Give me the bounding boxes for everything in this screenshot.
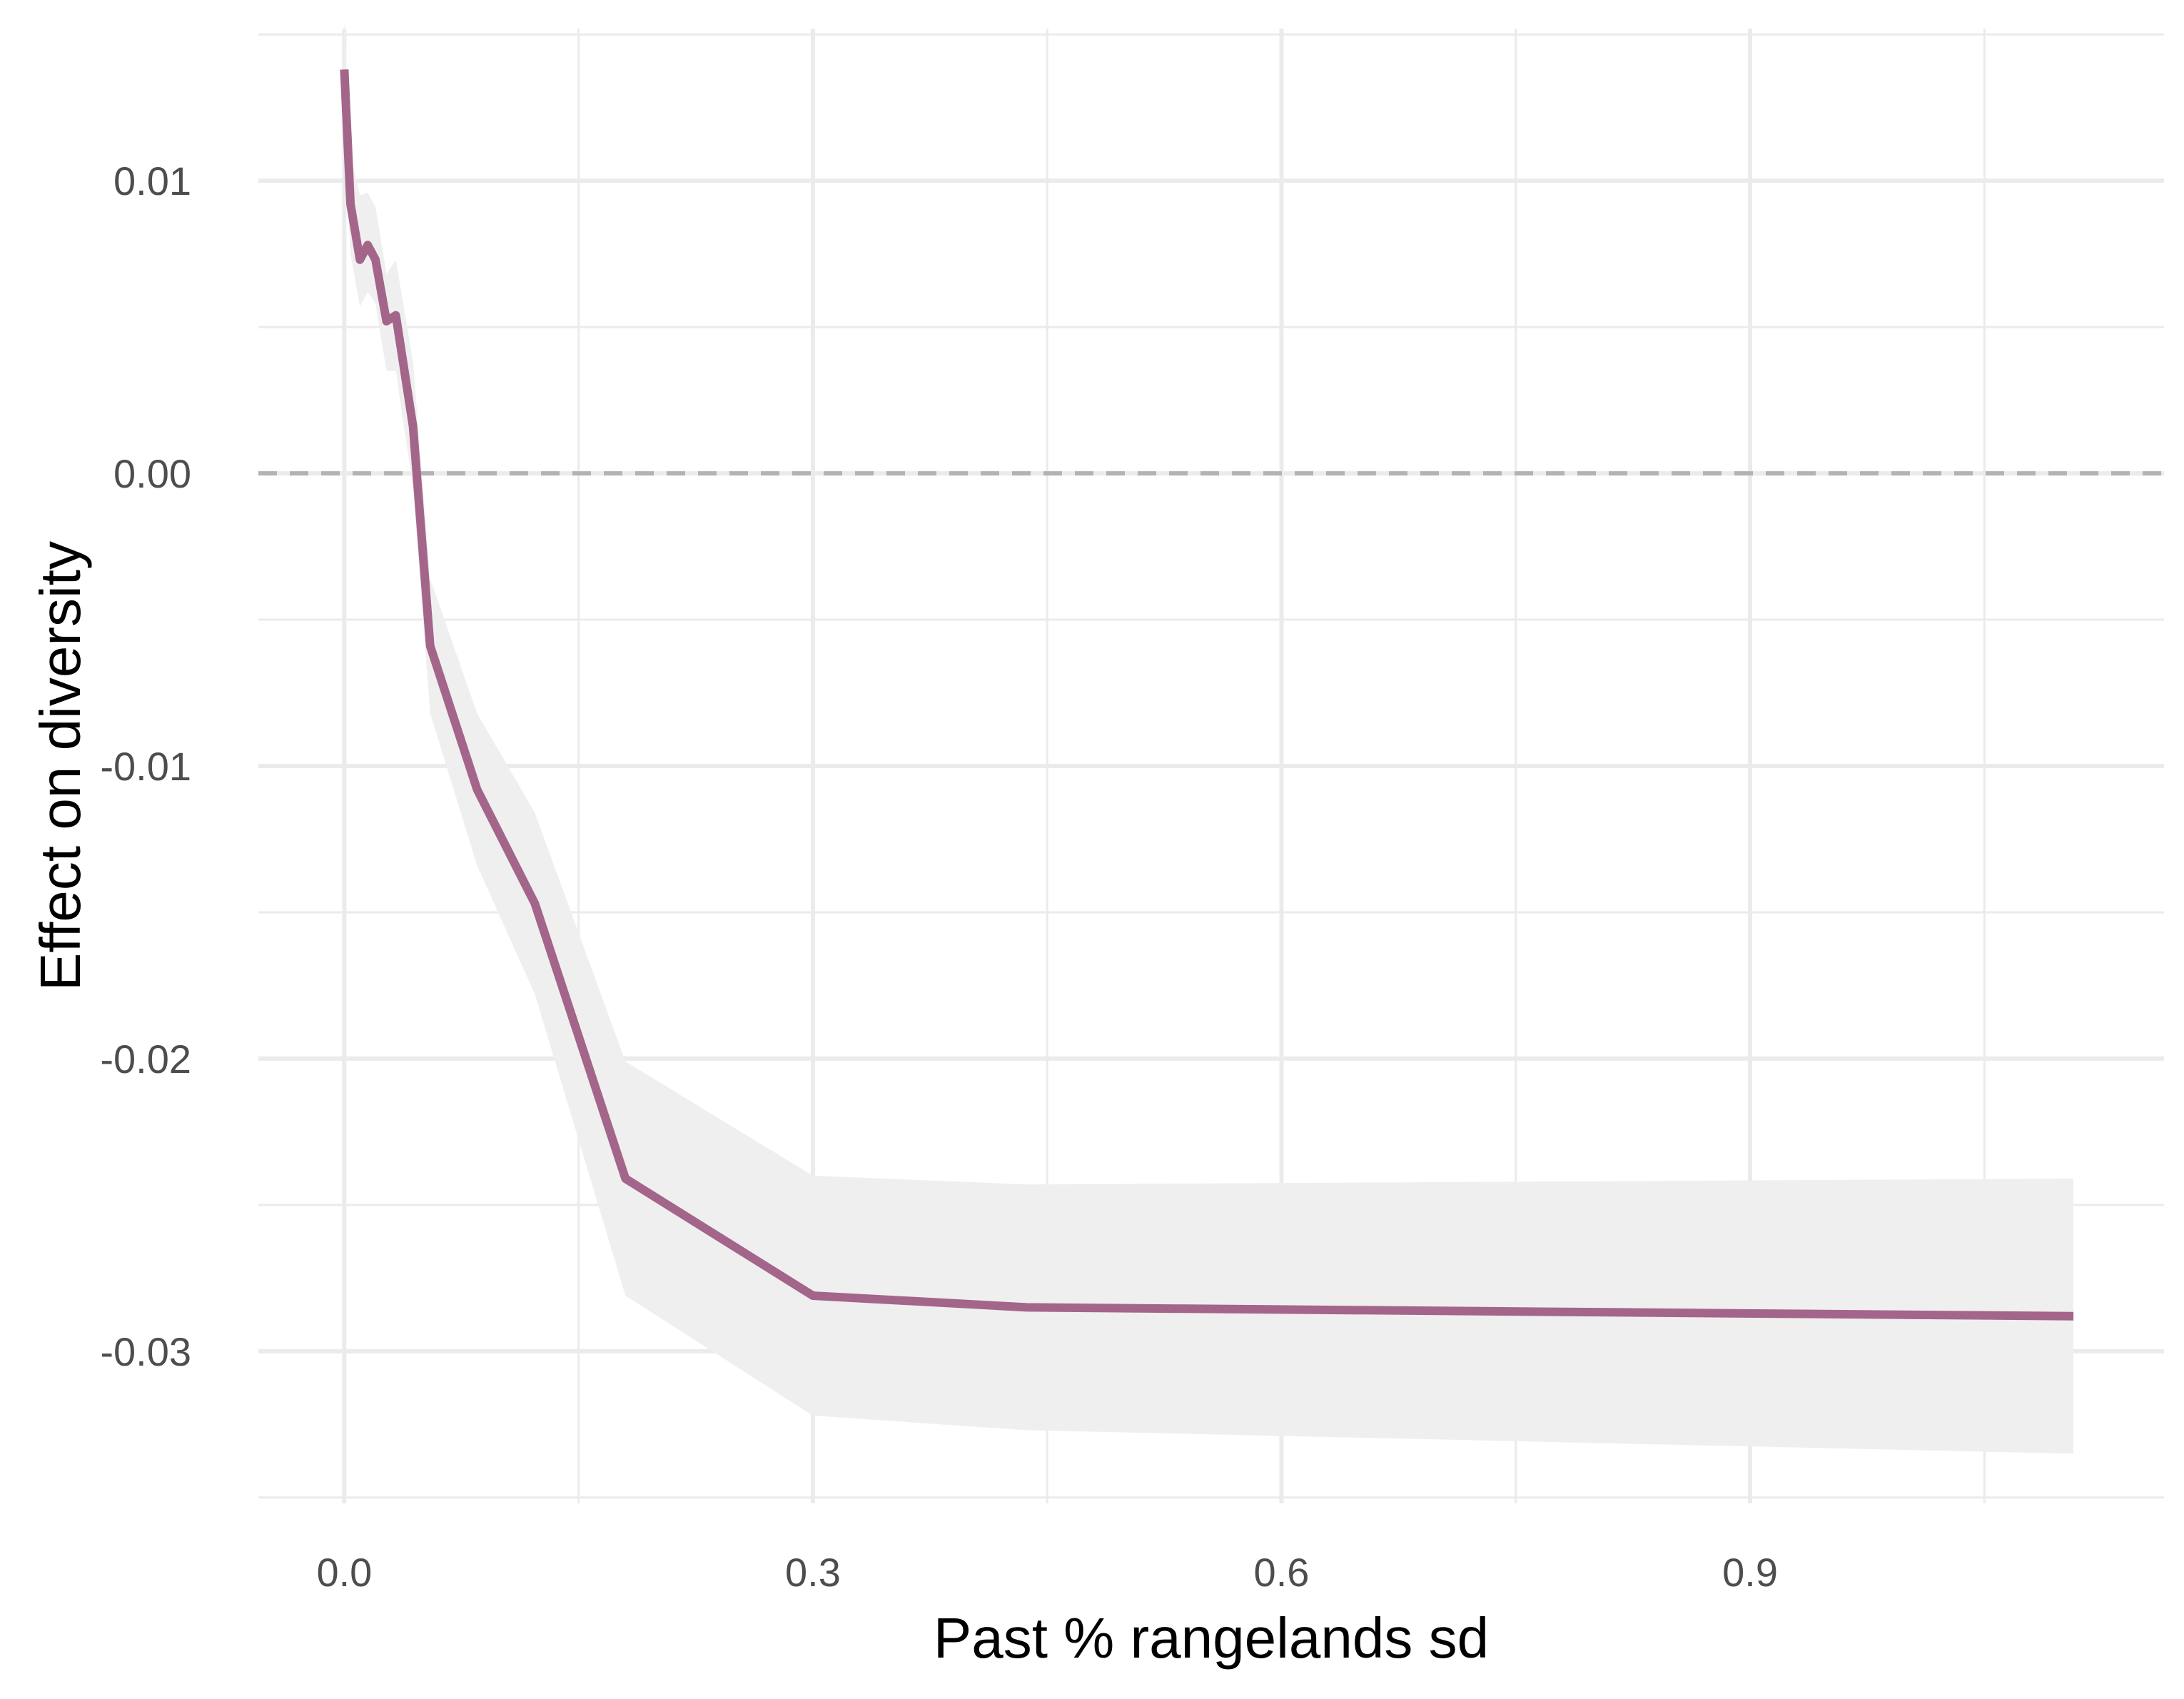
- y-tick-label: -0.03: [100, 1329, 191, 1374]
- x-tick-label: 0.0: [316, 1550, 372, 1595]
- y-tick-label: -0.02: [100, 1037, 191, 1082]
- effect-line-layer: [340, 69, 2074, 1321]
- y-tick-label: 0.01: [113, 158, 191, 203]
- confidence-band-layer: [344, 19, 2074, 1454]
- y-tick-label: -0.01: [100, 744, 191, 789]
- x-axis-title: Past % rangelands sd: [934, 1606, 1489, 1670]
- x-tick-label: 0.3: [785, 1550, 841, 1595]
- y-tick-label: 0.00: [113, 451, 191, 496]
- x-tick-label: 0.6: [1254, 1550, 1310, 1595]
- confidence-band: [344, 19, 2074, 1454]
- y-axis-title: Effect on diversity: [29, 541, 92, 991]
- x-tick-label: 0.9: [1722, 1550, 1778, 1595]
- effect-line: [340, 69, 2074, 1321]
- tick-labels: 0.0 0.3 0.6 0.9 0.01 0.00 -0.01 -0.02 -0.03: [100, 158, 1778, 1595]
